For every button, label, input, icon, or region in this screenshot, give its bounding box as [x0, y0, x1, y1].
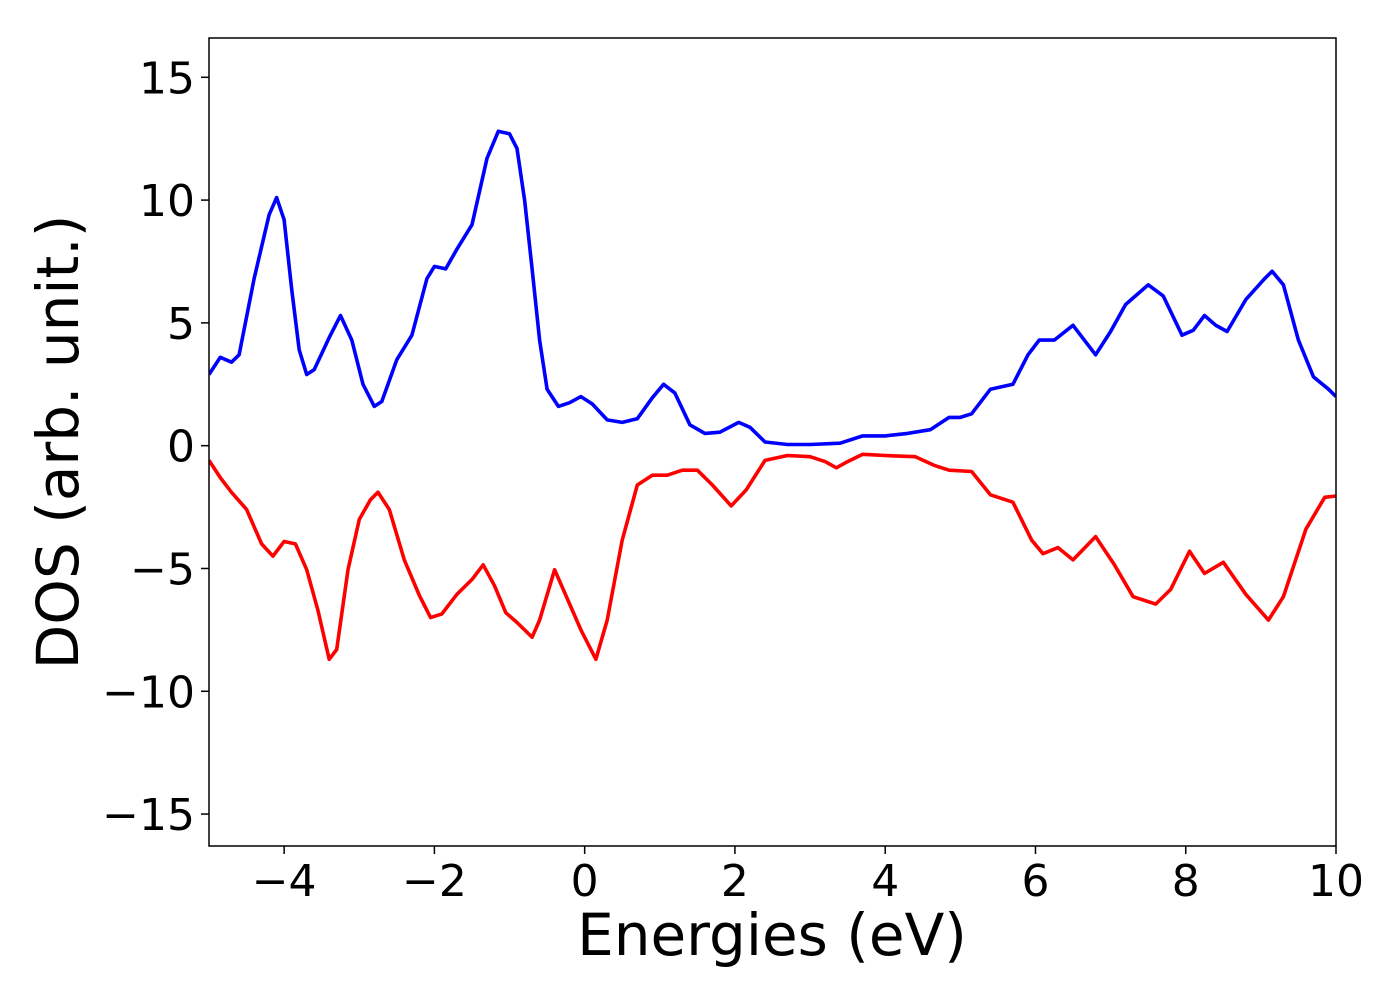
- y-tick-label: −5: [130, 544, 195, 595]
- x-tick-label: 6: [1021, 856, 1049, 907]
- x-tick-label: 2: [721, 856, 749, 907]
- x-tick-label: 0: [571, 856, 599, 907]
- y-tick-label: 10: [139, 176, 195, 227]
- x-tick-label: −2: [402, 856, 467, 907]
- x-tick-label: 8: [1172, 856, 1200, 907]
- x-axis-label: Energies (eV): [577, 901, 967, 969]
- x-tick-label: 4: [871, 856, 899, 907]
- line-series: [209, 129, 1336, 447]
- x-tick-label: 10: [1308, 856, 1364, 907]
- line-series: [209, 452, 1336, 662]
- y-tick-label: −15: [102, 790, 195, 841]
- x-tick-label: −4: [252, 856, 317, 907]
- plot-frame: [208, 37, 1337, 847]
- y-tick-label: 5: [167, 299, 195, 350]
- y-axis-label: DOS (arb. unit.): [24, 215, 92, 670]
- y-tick-label: 15: [139, 53, 195, 104]
- y-tick-label: −10: [102, 667, 195, 718]
- y-tick-label: 0: [167, 422, 195, 473]
